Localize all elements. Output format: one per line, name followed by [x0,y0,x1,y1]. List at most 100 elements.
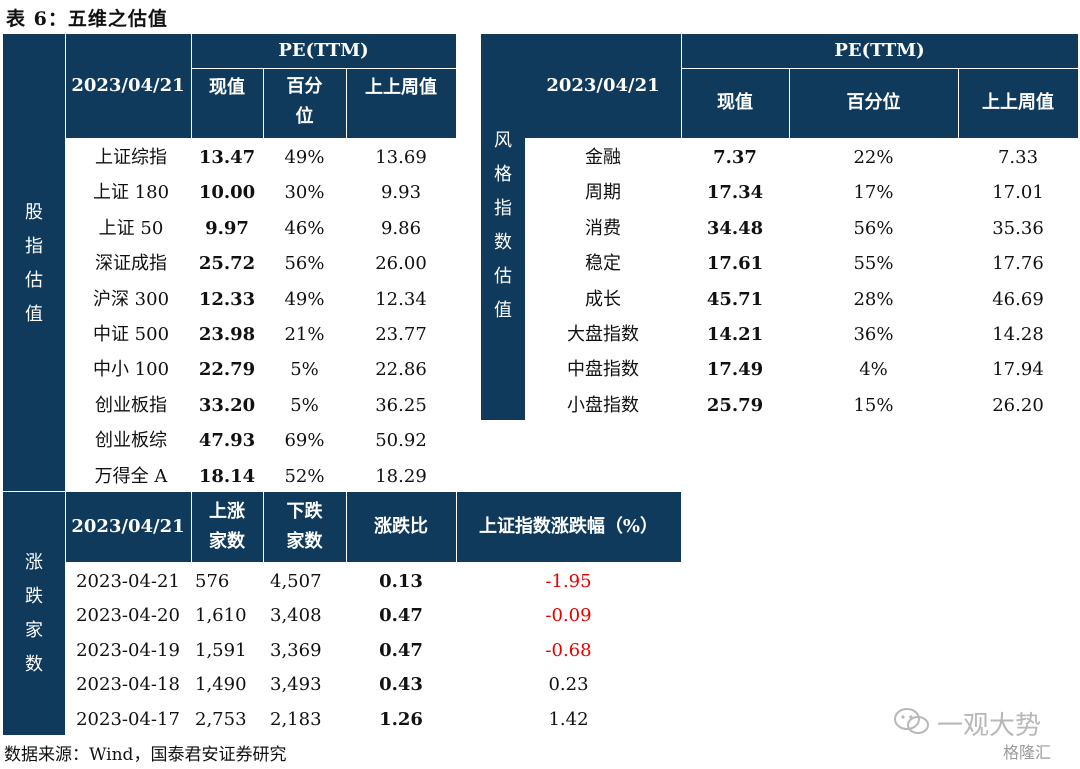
stock-index-header [65,34,456,138]
style-index-name: 小盘指数 [567,394,639,416]
stock-index-current: 33.20 [198,394,256,416]
style-index-percentile: 17% [853,182,894,204]
advance-decline-side-label: 涨跌 家数 [25,552,43,675]
stock-index-name: 深证成指 [95,253,167,275]
stock-index-percentile: 46% [284,217,325,239]
stock-index-name: 创业板综 [95,430,167,452]
style-index-prev: 26.20 [992,394,1044,416]
advance-decline-date: 2023-04-20 [76,605,180,627]
stock-index-prev: 13.69 [375,147,427,168]
stock-index-percentile: 49% [284,288,325,310]
sse-change-value: -1.95 [545,571,592,592]
stock-index-pe-header: PE(TTM) [278,40,369,61]
stock-index-current: 10.00 [198,182,256,204]
advance-up-count: 1,591 [195,639,247,661]
style-index-prev: 35.36 [992,217,1044,239]
stock-index-prev: 12.34 [375,288,427,310]
stock-index-side-panel [3,34,65,491]
style-index-current: 25.79 [706,394,764,416]
sse-change-value: -0.09 [545,605,592,627]
advance-decline-date: 2023-04-18 [76,674,180,696]
stock-index-prev: 50.92 [375,430,427,452]
stock-index-percentile: 69% [284,430,325,452]
style-index-name: 成长 [585,288,621,310]
watermark-brand: 格隆汇 [1003,743,1052,762]
stock-index-current: 12.33 [198,288,256,310]
stock-index-prev-header: 上上周值 [365,77,437,98]
style-index-prev: 7.33 [997,147,1039,168]
style-index-current: 17.49 [706,359,764,381]
advance-decline-date: 2023-04-17 [76,708,180,730]
advance-down-count: 2,183 [270,708,322,730]
style-index-name: 中盘指数 [567,359,639,381]
stock-index-percentile-header: 百分位 [286,76,323,127]
sse-change-value: -0.68 [545,639,592,661]
stock-index-name: 沪深 300 [92,288,170,310]
advance-ratio: 0.47 [379,639,423,661]
stock-index-prev: 22.86 [375,359,427,381]
stock-index-percentile: 30% [284,182,325,204]
advance-down-count: 3,408 [270,605,322,627]
style-index-percentile: 55% [853,253,894,275]
style-index-percentile: 28% [853,288,894,310]
stock-index-prev: 18.29 [375,465,427,487]
source-note: 数据来源：Wind，国泰君安证券研究 [4,745,287,765]
style-index-pe-header: PE(TTM) [834,40,925,61]
style-index-prev: 46.69 [992,288,1044,310]
advance-up-header: 上涨 家数 [209,501,245,552]
style-index-percentile-header: 百分位 [846,92,901,113]
advance-decline-date: 2023-04-19 [76,639,180,661]
stock-index-current: 13.47 [198,147,256,168]
advance-ratio-header: 涨跌比 [374,516,428,537]
style-index-current: 45.71 [706,288,764,310]
stock-index-side-label: 股指 估值 [25,202,43,325]
style-index-prev-header: 上上周值 [982,92,1054,113]
stock-index-prev: 23.77 [375,324,427,345]
style-index-percentile: 56% [853,217,894,239]
style-index-current: 17.34 [706,182,764,204]
advance-up-count: 576 [195,571,230,592]
stock-index-percentile: 56% [284,253,325,275]
advance-up-count: 1,610 [195,605,247,627]
sse-change-header: 上证指数涨跌幅（%） [478,516,659,537]
style-index-name: 金融 [585,147,621,168]
stock-index-name: 上证综指 [95,147,167,168]
stock-index-prev: 36.25 [375,394,427,416]
advance-decline-header [65,492,681,562]
sse-change-value: 0.23 [548,674,589,696]
watermark-text: 一观大势 [937,711,1042,741]
style-index-prev: 17.01 [992,182,1044,204]
sse-change-value: 1.42 [548,708,589,730]
style-index-date-header: 2023/04/21 [546,75,660,96]
stock-index-current: 18.14 [198,465,256,487]
style-index-current: 34.48 [706,217,764,239]
stock-index-name: 中证 500 [92,324,170,345]
style-index-prev: 17.94 [992,359,1044,381]
advance-decline-date: 2023-04-21 [76,571,180,592]
stock-index-percentile: 5% [290,359,319,381]
stock-index-percentile: 49% [284,147,325,168]
style-index-prev: 17.76 [992,253,1044,275]
advance-decline-date-header: 2023/04/21 [71,516,185,537]
style-index-percentile: 4% [859,359,888,381]
style-index-name: 周期 [585,182,621,204]
advance-ratio: 1.26 [379,708,423,730]
advance-ratio: 0.13 [379,571,423,592]
style-index-name: 大盘指数 [567,324,639,345]
stock-index-percentile: 52% [284,465,325,487]
advance-down-header: 下跌 家数 [286,501,323,552]
stock-index-current: 22.79 [198,359,256,381]
stock-index-prev: 26.00 [375,253,427,275]
style-index-side-label: 风格 指数 估值 [494,130,512,321]
stock-index-prev: 9.86 [380,217,422,239]
stock-index-current: 25.72 [198,253,256,275]
advance-down-count: 3,493 [270,674,322,696]
stock-index-name: 中小 100 [92,359,170,381]
style-index-percentile: 15% [853,394,894,416]
style-index-percentile: 22% [853,147,894,168]
stock-index-percentile: 5% [290,394,319,416]
advance-up-count: 2,753 [195,708,247,730]
stock-index-name: 万得全 A [94,465,168,487]
stock-index-prev: 9.93 [380,182,422,204]
style-index-current: 7.37 [713,147,757,168]
